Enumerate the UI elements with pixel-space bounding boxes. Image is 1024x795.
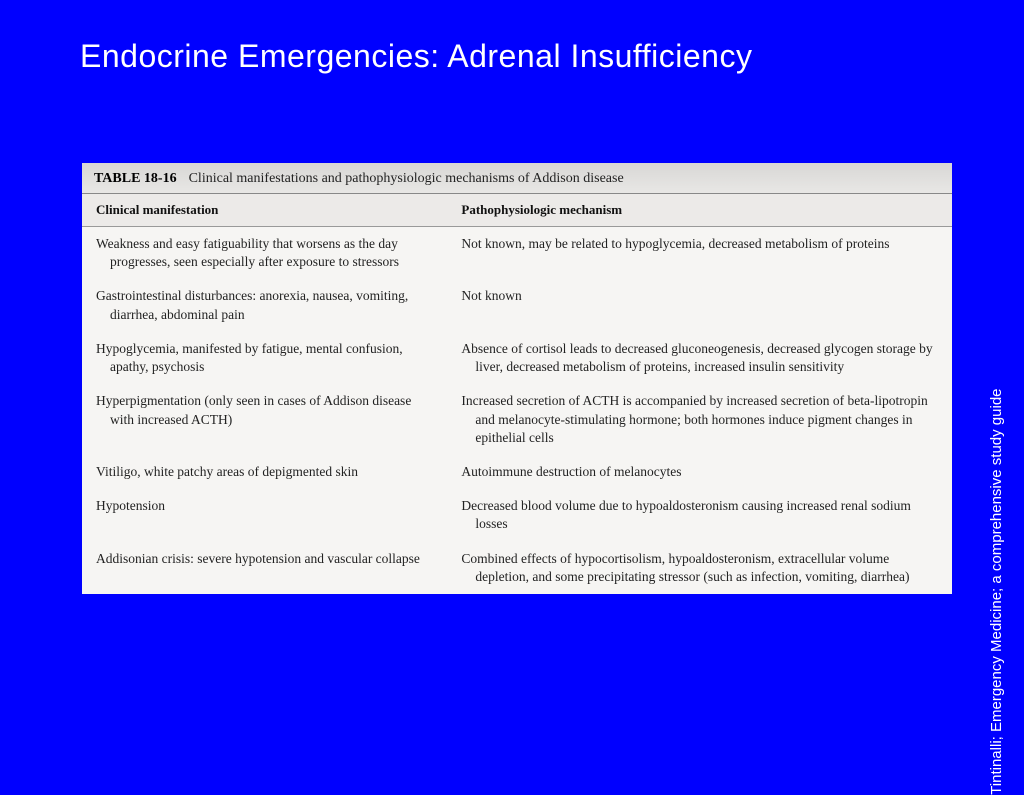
cell-mechanism: Increased secretion of ACTH is accompani… bbox=[447, 388, 952, 451]
table-header: TABLE 18-16 Clinical manifestations and … bbox=[82, 163, 952, 194]
slide-title: Endocrine Emergencies: Adrenal Insuffici… bbox=[0, 0, 1024, 75]
table-row: Hyperpigmentation (only seen in cases of… bbox=[82, 384, 952, 455]
cell-mechanism: Autoimmune destruction of melanocytes bbox=[447, 459, 952, 485]
table-row: Vitiligo, white patchy areas of depigmen… bbox=[82, 455, 952, 489]
cell-mechanism: Decreased blood volume due to hypoaldost… bbox=[447, 493, 952, 537]
cell-manifestation: Hypoglycemia, manifested by fatigue, men… bbox=[82, 336, 447, 380]
table-caption: Clinical manifestations and pathophysiol… bbox=[189, 171, 624, 186]
table-row: Weakness and easy fatiguability that wor… bbox=[82, 227, 952, 279]
table-body: Weakness and easy fatiguability that wor… bbox=[82, 227, 952, 594]
cell-mechanism: Not known bbox=[447, 283, 952, 327]
table-row: Hypoglycemia, manifested by fatigue, men… bbox=[82, 332, 952, 384]
column-headers: Clinical manifestation Pathophysiologic … bbox=[82, 194, 952, 227]
cell-manifestation: Gastrointestinal disturbances: anorexia,… bbox=[82, 283, 447, 327]
citation-text: Tintinalli; Emergency Medicine; a compre… bbox=[988, 389, 1005, 795]
cell-manifestation: Addisonian crisis: severe hypotension an… bbox=[82, 546, 447, 590]
cell-manifestation: Hypotension bbox=[82, 493, 447, 537]
table-row: Hypotension Decreased blood volume due t… bbox=[82, 489, 952, 541]
cell-mechanism: Not known, may be related to hypoglycemi… bbox=[447, 231, 952, 275]
cell-manifestation: Weakness and easy fatiguability that wor… bbox=[82, 231, 447, 275]
column-header-manifestation: Clinical manifestation bbox=[82, 194, 447, 226]
cell-manifestation: Hyperpigmentation (only seen in cases of… bbox=[82, 388, 447, 451]
table-container: TABLE 18-16 Clinical manifestations and … bbox=[82, 163, 952, 594]
table-row: Gastrointestinal disturbances: anorexia,… bbox=[82, 279, 952, 331]
column-header-mechanism: Pathophysiologic mechanism bbox=[447, 194, 952, 226]
table-number: TABLE 18-16 bbox=[94, 171, 177, 186]
cell-mechanism: Absence of cortisol leads to decreased g… bbox=[447, 336, 952, 380]
cell-manifestation: Vitiligo, white patchy areas of depigmen… bbox=[82, 459, 447, 485]
table-row: Addisonian crisis: severe hypotension an… bbox=[82, 542, 952, 594]
cell-mechanism: Combined effects of hypocortisolism, hyp… bbox=[447, 546, 952, 590]
